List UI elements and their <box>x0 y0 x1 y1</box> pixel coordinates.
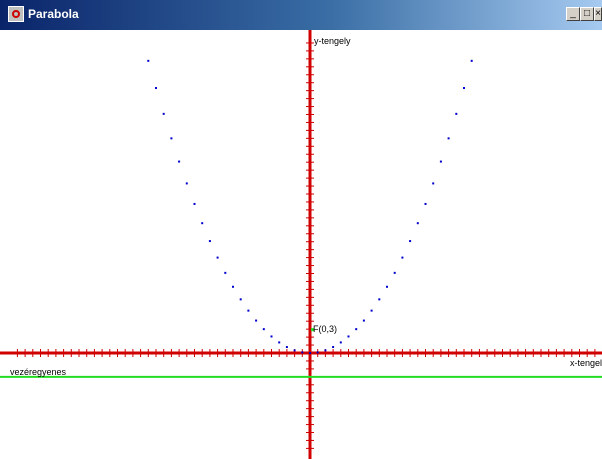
x-axis-ticks <box>16 349 596 357</box>
title-bar[interactable]: Parabola _ □ × <box>0 0 602 30</box>
parabola-point <box>208 240 211 243</box>
parabola-point <box>401 256 404 259</box>
parabola-point <box>439 160 442 163</box>
window-title: Parabola <box>28 7 79 21</box>
minimize-button[interactable]: _ <box>566 7 580 21</box>
parabola-point <box>393 271 396 274</box>
directrix-label: vezéregyenes <box>10 367 67 377</box>
parabola-point <box>424 202 427 205</box>
parabola-point <box>255 319 258 322</box>
parabola-point <box>185 182 188 185</box>
parabola-point <box>239 298 242 301</box>
parabola-point <box>285 346 288 349</box>
parabola-point <box>178 160 181 163</box>
parabola-point <box>463 87 465 90</box>
parabola-point <box>324 349 327 352</box>
parabola-point <box>409 240 412 243</box>
parabola-point <box>316 351 319 354</box>
parabola-point <box>447 137 450 140</box>
y-axis-ticks <box>306 42 314 449</box>
parabola-point <box>270 335 273 338</box>
parabola-point <box>309 352 311 354</box>
parabola-point <box>247 309 250 312</box>
parabola-point <box>378 298 381 301</box>
parabola-point <box>262 328 265 331</box>
parabola-point <box>332 346 335 349</box>
parabola-point <box>470 59 473 62</box>
plot-area: y-tengely x-tengely vezéregyenes F(0,3) <box>0 30 602 459</box>
parabola-point <box>362 319 365 322</box>
parabola-point <box>347 335 350 338</box>
close-button[interactable]: × <box>594 7 602 21</box>
parabola-point <box>155 87 157 90</box>
parabola-plot: y-tengely x-tengely vezéregyenes F(0,3) <box>0 30 602 459</box>
app-icon[interactable] <box>8 6 24 22</box>
parabola-point <box>301 351 304 354</box>
parabola-point <box>216 256 219 259</box>
parabola-points <box>147 59 473 354</box>
x-axis-label: x-tengely <box>570 358 602 368</box>
focus-label: F(0,3) <box>313 324 337 334</box>
parabola-point <box>147 59 150 62</box>
parabola-point <box>278 341 281 344</box>
parabola-point <box>416 222 419 225</box>
parabola-point <box>370 309 373 312</box>
parabola-point <box>432 182 435 185</box>
y-axis-label: y-tengely <box>314 36 351 46</box>
maximize-button[interactable]: □ <box>580 7 594 21</box>
parabola-point <box>455 112 458 115</box>
parabola-point <box>201 222 204 225</box>
parabola-point <box>386 285 388 288</box>
parabola-point <box>224 271 227 274</box>
parabola-point <box>293 349 296 352</box>
parabola-point <box>193 202 196 205</box>
parabola-point <box>170 137 173 140</box>
parabola-point <box>339 341 342 344</box>
parabola-point <box>355 328 358 331</box>
parabola-point <box>162 112 165 115</box>
focus-point <box>311 328 314 332</box>
parabola-point <box>232 285 234 288</box>
